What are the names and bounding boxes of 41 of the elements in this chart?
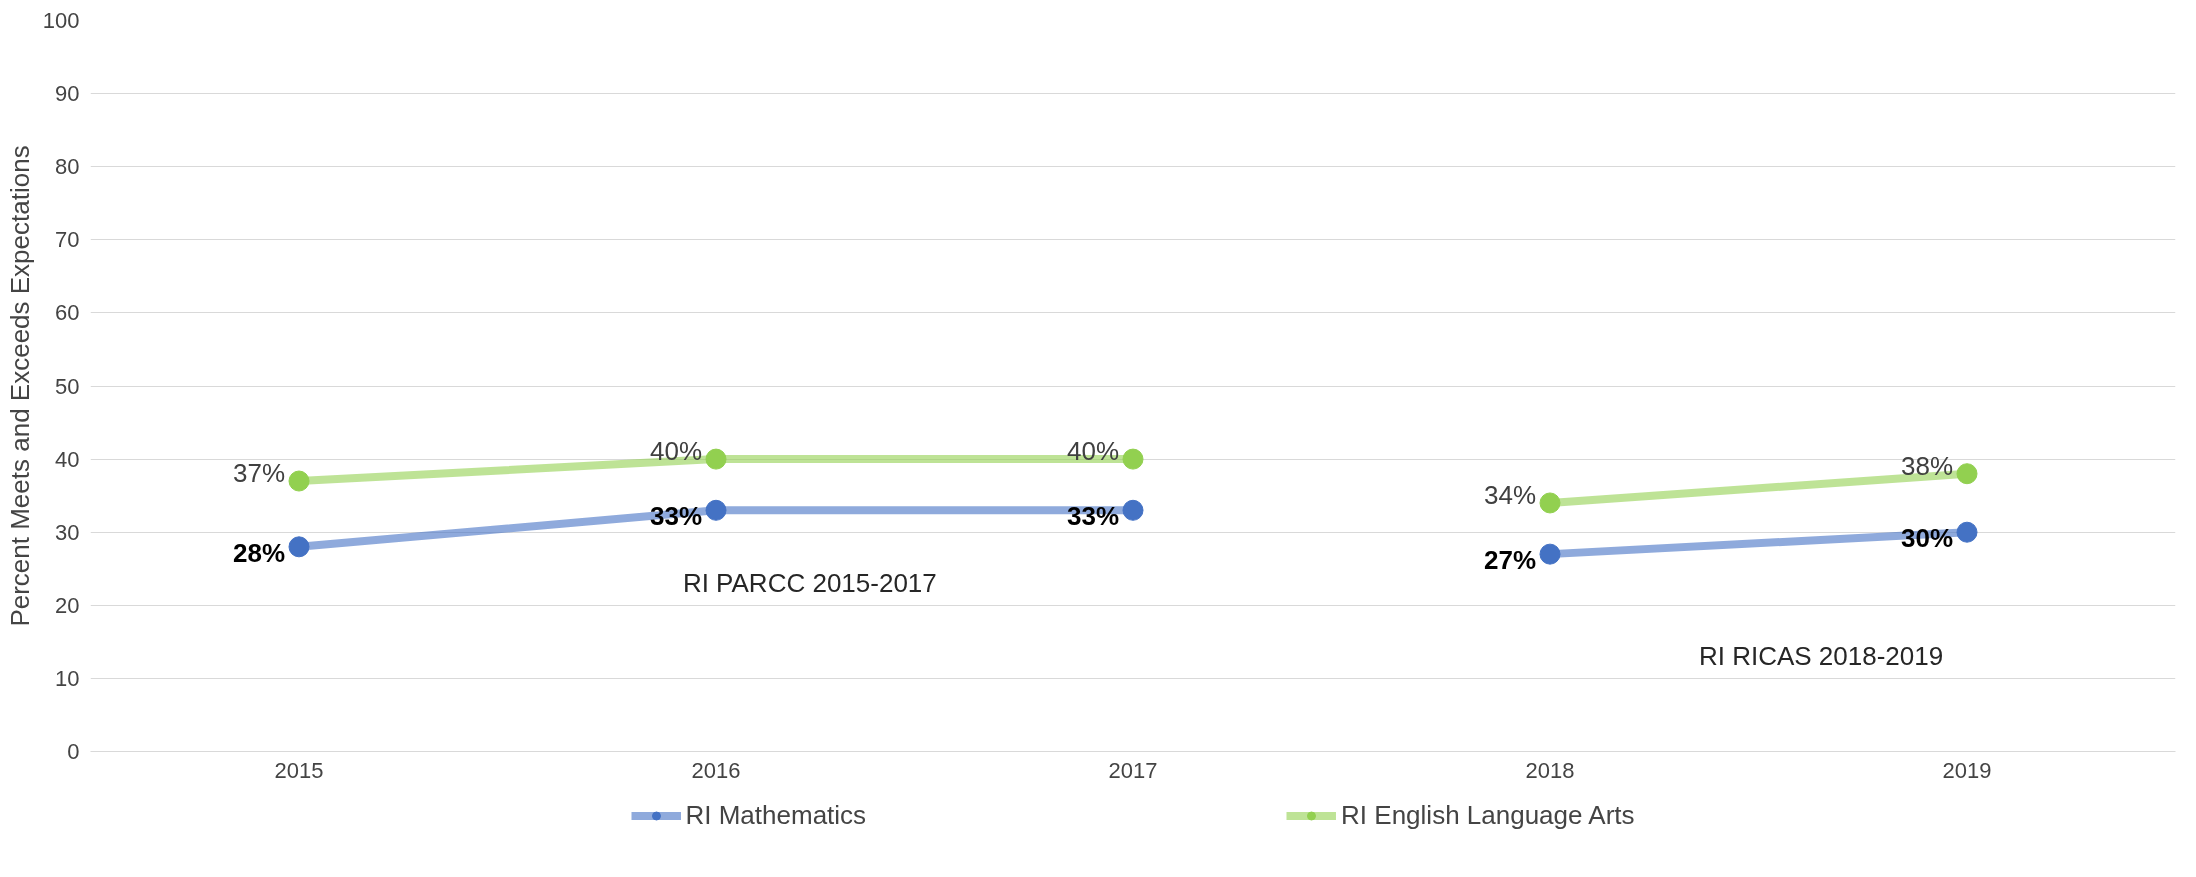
x-tick-label: 2016 [691, 757, 741, 783]
legend-label: RI Mathematics [685, 799, 867, 831]
point [1122, 448, 1144, 470]
point [1539, 543, 1561, 565]
x-tick-label: 2017 [1108, 757, 1158, 783]
y-tick-label: 40 [55, 446, 80, 472]
data-label: 40% [649, 436, 703, 467]
x-tick-label: 2015 [274, 757, 324, 783]
point [1956, 463, 1978, 485]
data-label: 38% [1900, 450, 1954, 481]
annotation: RI PARCC 2015-2017 [682, 568, 937, 599]
y-tick-label: 30 [55, 519, 80, 545]
point [705, 499, 727, 521]
x-tick-label: 2018 [1525, 757, 1575, 783]
data-label: 37% [232, 458, 286, 489]
x-tick-label: 2019 [1942, 757, 1992, 783]
annotation: RI RICAS 2018-2019 [1698, 641, 1944, 672]
y-tick-label: 20 [55, 592, 80, 618]
legend-label: RI English Language Arts [1341, 799, 1635, 831]
y-tick-label: 70 [55, 227, 80, 253]
data-label: 34% [1483, 479, 1537, 510]
data-label: 27% [1483, 545, 1537, 576]
data-label: 28% [232, 537, 286, 568]
y-tick-label: 10 [55, 665, 80, 691]
y-axis-title: Percent Meets and Exceeds Expectations [4, 145, 35, 627]
point [288, 470, 310, 492]
y-tick-label: 80 [55, 154, 80, 180]
y-tick-label: 50 [55, 373, 80, 399]
data-label: 30% [1900, 523, 1954, 554]
y-tick-label: 60 [55, 300, 80, 326]
point [1539, 492, 1561, 514]
data-label: 40% [1066, 436, 1120, 467]
point [705, 448, 727, 470]
y-tick-label: 90 [55, 81, 80, 107]
point [288, 536, 310, 558]
y-tick-label: 100 [42, 8, 80, 33]
point [1956, 521, 1978, 543]
y-tick-label: 0 [67, 739, 80, 764]
data-label: 33% [649, 501, 703, 532]
point [1122, 499, 1144, 521]
data-label: 33% [1066, 501, 1120, 532]
